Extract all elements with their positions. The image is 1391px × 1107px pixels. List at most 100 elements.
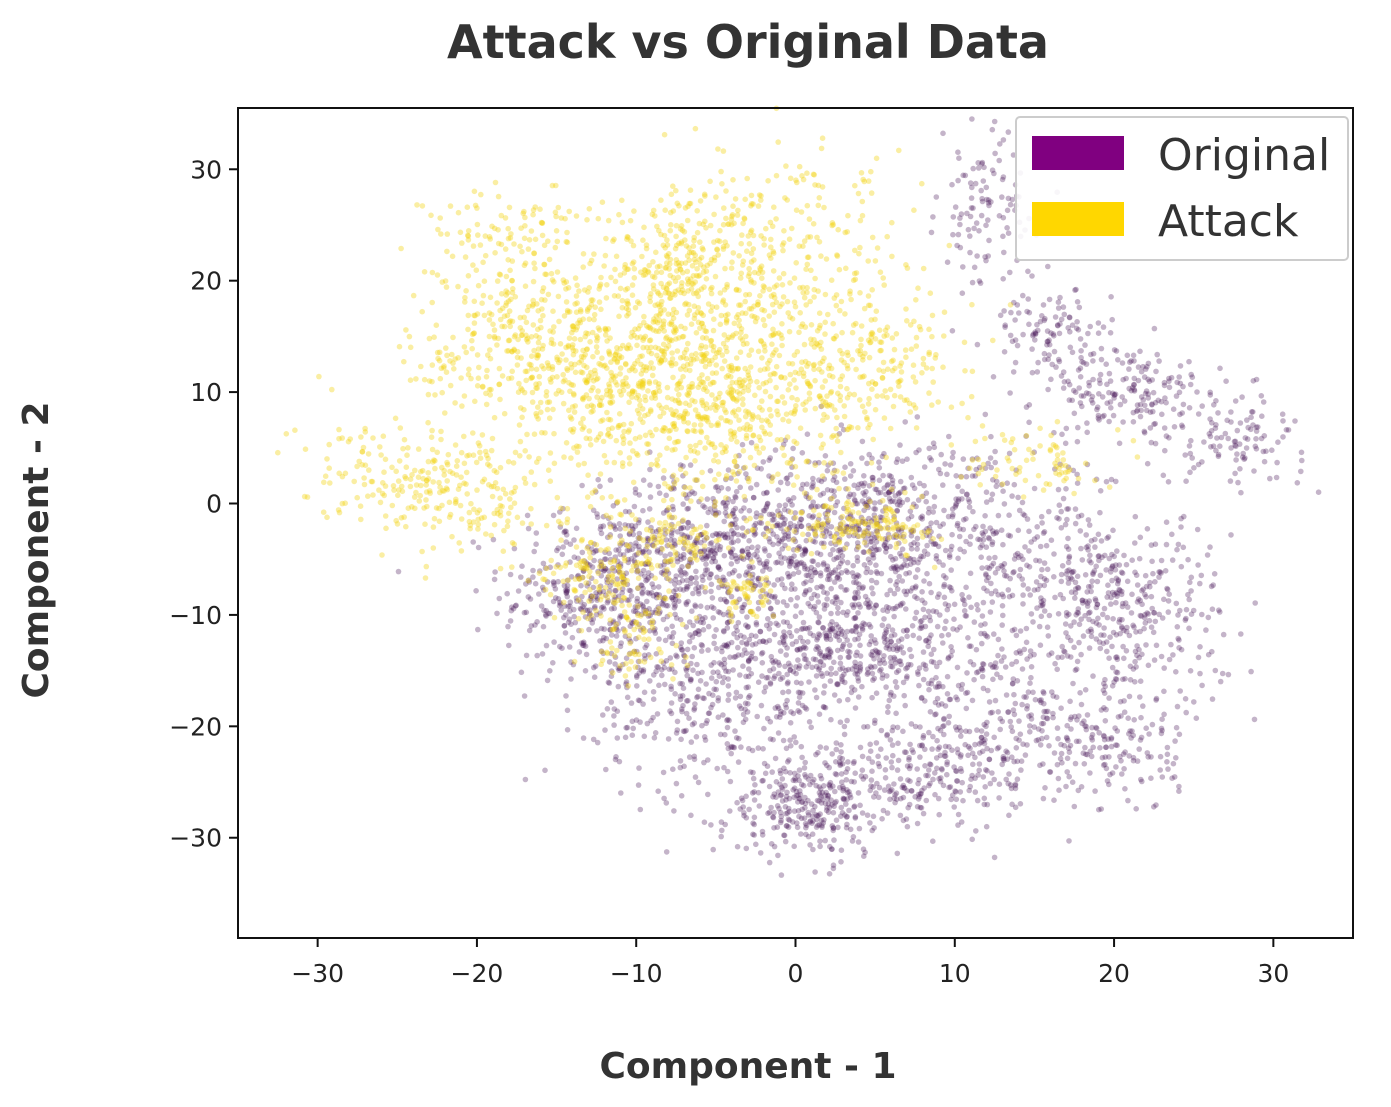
point-original [643, 642, 650, 648]
point-original [563, 589, 570, 596]
point-original [963, 473, 970, 480]
point-original [785, 824, 792, 830]
point-original [1055, 356, 1062, 363]
point-original [579, 549, 586, 556]
point-attack [514, 362, 521, 368]
point-attack [806, 390, 813, 397]
point-original [1104, 648, 1110, 655]
point-original [567, 541, 574, 547]
point-original [1010, 569, 1016, 576]
point-original [970, 508, 976, 515]
point-original [900, 650, 907, 656]
point-original [1171, 774, 1178, 780]
point-original [644, 577, 650, 583]
point-original [1178, 563, 1185, 570]
point-original [975, 607, 981, 613]
point-original [1121, 655, 1127, 662]
point-original [796, 813, 802, 820]
point-original [951, 804, 957, 810]
point-original [782, 804, 789, 810]
point-original [717, 566, 723, 573]
point-original [508, 607, 515, 614]
point-original [597, 638, 603, 644]
point-original [950, 511, 956, 518]
point-original [635, 519, 642, 526]
point-original [837, 654, 844, 661]
point-original [1234, 451, 1240, 457]
point-original [1058, 750, 1065, 757]
point-original [565, 619, 572, 626]
point-original [934, 737, 940, 744]
point-original [647, 494, 654, 500]
point-original [1037, 742, 1044, 748]
point-original [618, 790, 624, 796]
point-original [1005, 230, 1012, 236]
point-original [755, 544, 761, 550]
point-original [702, 504, 708, 511]
point-original [806, 625, 813, 631]
point-original [1049, 361, 1055, 368]
point-original [1123, 628, 1130, 635]
point-original [690, 590, 696, 597]
point-original [598, 562, 604, 569]
point-original [728, 750, 734, 757]
point-original [692, 701, 698, 707]
point-original [1103, 744, 1109, 750]
point-original [620, 579, 626, 585]
point-original [684, 534, 690, 541]
point-original [1015, 494, 1021, 501]
point-original [1149, 558, 1155, 565]
point-original [1025, 689, 1032, 695]
point-original [1197, 644, 1203, 650]
point-original [906, 765, 913, 772]
point-attack [841, 413, 848, 420]
point-original [815, 562, 821, 568]
point-original [770, 531, 776, 537]
point-original [1025, 296, 1031, 302]
point-original [925, 643, 931, 650]
point-original [695, 628, 701, 634]
point-original [994, 671, 1000, 677]
point-original [787, 720, 794, 726]
point-original [869, 759, 876, 765]
point-original [801, 765, 808, 771]
point-original [1187, 668, 1194, 674]
point-original [834, 499, 841, 505]
point-attack [685, 340, 691, 347]
point-original [741, 634, 747, 640]
point-original [660, 597, 667, 604]
point-original [942, 703, 949, 709]
point-original [728, 639, 735, 646]
point-original [640, 477, 647, 484]
point-original [866, 451, 872, 458]
point-original [1052, 660, 1058, 667]
point-original [615, 683, 622, 690]
point-original [979, 613, 986, 619]
point-original [1131, 375, 1138, 382]
point-original [827, 678, 834, 684]
point-original [936, 659, 943, 666]
point-original [799, 799, 805, 806]
point-original [1113, 599, 1119, 606]
point-original [1037, 642, 1044, 648]
point-attack [588, 402, 595, 409]
point-original [1137, 534, 1144, 541]
point-original [749, 544, 755, 551]
point-original [1015, 527, 1022, 534]
point-original [812, 803, 818, 810]
point-original [1068, 623, 1074, 629]
point-original [850, 468, 857, 474]
point-original [615, 547, 622, 553]
point-original [563, 693, 569, 699]
point-original [540, 623, 547, 630]
point-original [1228, 532, 1234, 538]
point-original [683, 600, 689, 606]
point-original [1238, 489, 1244, 496]
point-original [1157, 767, 1163, 773]
point-original [635, 782, 642, 788]
point-original [1020, 292, 1026, 299]
point-original [671, 485, 677, 492]
point-original [1161, 382, 1168, 389]
point-attack [603, 295, 610, 301]
point-original [967, 233, 973, 239]
